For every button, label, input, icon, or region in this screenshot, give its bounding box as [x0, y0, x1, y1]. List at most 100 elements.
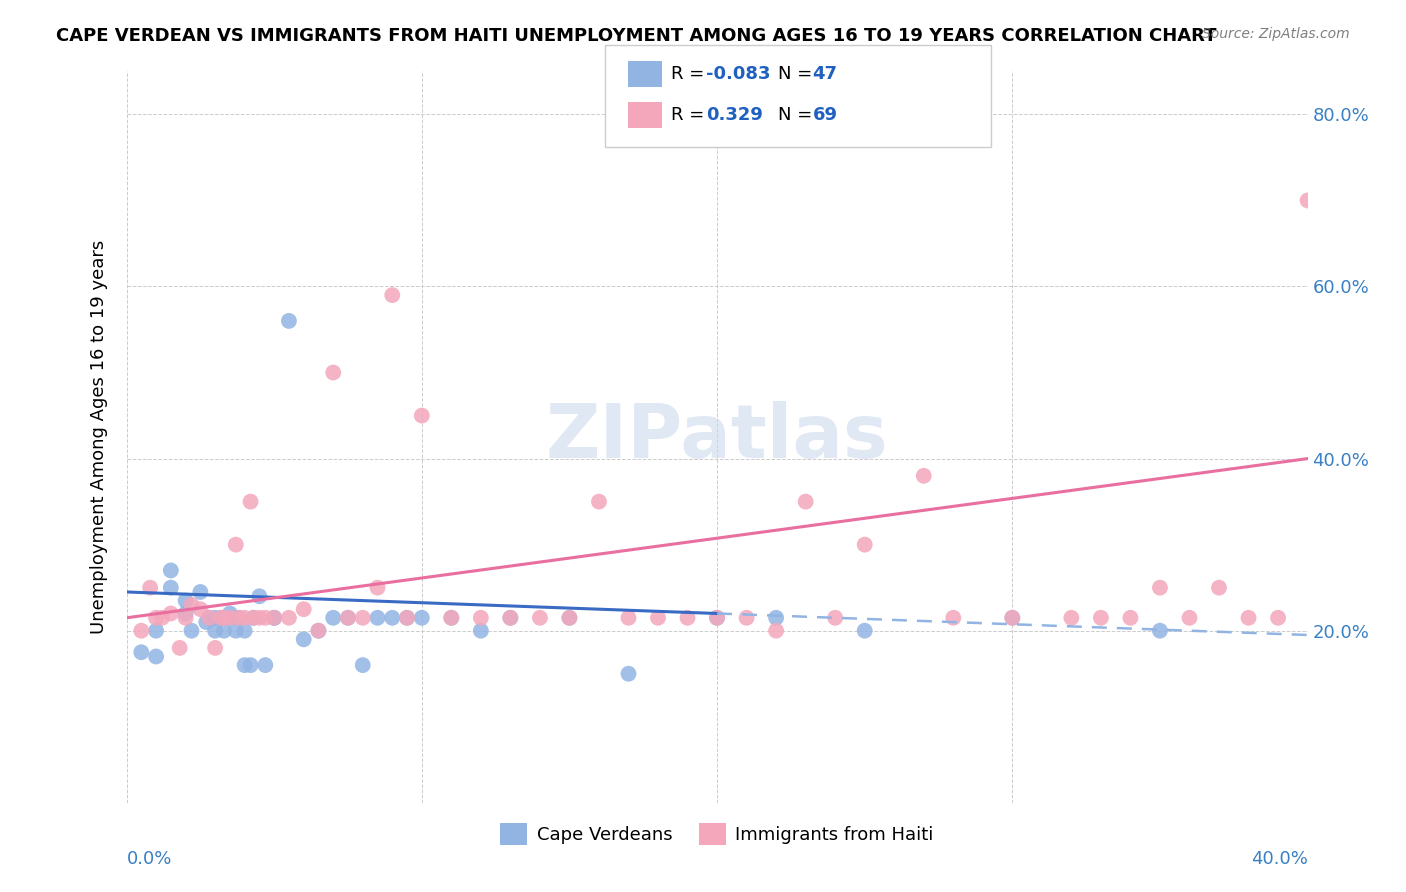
Point: [1119, 611, 1142, 625]
Point: [263, 611, 285, 625]
Point: [180, 624, 202, 638]
Point: [249, 589, 271, 603]
Point: [352, 611, 374, 625]
Point: [239, 494, 262, 508]
Point: [942, 611, 965, 625]
Point: [617, 666, 640, 681]
Point: [1001, 611, 1024, 625]
Point: [411, 409, 433, 423]
Point: [139, 581, 162, 595]
Point: [735, 611, 758, 625]
Point: [228, 611, 250, 625]
Point: [499, 611, 522, 625]
Point: [219, 611, 242, 625]
Point: [239, 658, 262, 673]
Point: [381, 288, 404, 302]
Text: N =: N =: [778, 65, 817, 83]
Point: [225, 624, 247, 638]
Text: 40.0%: 40.0%: [1251, 850, 1308, 868]
Point: [209, 611, 232, 625]
Point: [233, 658, 256, 673]
Point: [1267, 611, 1289, 625]
Point: [249, 611, 271, 625]
Point: [180, 598, 202, 612]
Point: [160, 564, 183, 578]
Point: [1355, 611, 1378, 625]
Point: [204, 611, 226, 625]
Point: [1178, 611, 1201, 625]
Point: [440, 611, 463, 625]
Point: [706, 611, 728, 625]
Point: [853, 538, 876, 552]
Point: [242, 611, 264, 625]
Point: [150, 611, 173, 625]
Point: [367, 611, 389, 625]
Point: [1001, 611, 1024, 625]
Text: R =: R =: [671, 106, 710, 124]
Point: [352, 658, 374, 673]
Point: [1296, 194, 1319, 208]
Point: [228, 611, 250, 625]
Point: [212, 624, 235, 638]
Point: [233, 624, 256, 638]
Point: [1208, 581, 1230, 595]
Point: [1060, 611, 1083, 625]
Point: [411, 611, 433, 625]
Point: [912, 468, 935, 483]
Point: [292, 632, 315, 647]
Point: [212, 611, 235, 625]
Point: [499, 611, 522, 625]
Point: [263, 611, 285, 625]
Point: [470, 624, 492, 638]
Point: [233, 611, 256, 625]
Point: [263, 611, 285, 625]
Point: [219, 611, 242, 625]
Point: [254, 658, 277, 673]
Point: [129, 624, 153, 638]
Point: [169, 640, 191, 655]
Point: [204, 640, 226, 655]
Point: [1237, 611, 1260, 625]
Point: [242, 611, 264, 625]
Point: [145, 624, 167, 638]
Y-axis label: Unemployment Among Ages 16 to 19 years: Unemployment Among Ages 16 to 19 years: [90, 240, 108, 634]
Point: [204, 624, 226, 638]
Point: [558, 611, 581, 625]
Point: [396, 611, 419, 625]
Point: [1149, 581, 1171, 595]
Point: [588, 494, 610, 508]
Point: [529, 611, 551, 625]
Point: [145, 611, 167, 625]
Text: -0.083: -0.083: [706, 65, 770, 83]
Text: ZIPatlas: ZIPatlas: [546, 401, 889, 474]
Point: [160, 607, 183, 621]
Point: [824, 611, 846, 625]
Point: [308, 624, 330, 638]
Point: [558, 611, 581, 625]
Point: [174, 607, 197, 621]
Text: 47: 47: [813, 65, 838, 83]
Point: [188, 585, 212, 599]
Point: [292, 602, 315, 616]
Point: [706, 611, 728, 625]
Point: [198, 611, 221, 625]
Point: [225, 538, 247, 552]
Point: [381, 611, 404, 625]
Point: [337, 611, 360, 625]
Legend: Cape Verdeans, Immigrants from Haiti: Cape Verdeans, Immigrants from Haiti: [494, 816, 941, 852]
Point: [219, 607, 242, 621]
Text: CAPE VERDEAN VS IMMIGRANTS FROM HAITI UNEMPLOYMENT AMONG AGES 16 TO 19 YEARS COR: CAPE VERDEAN VS IMMIGRANTS FROM HAITI UN…: [56, 27, 1216, 45]
Point: [174, 611, 197, 625]
Text: 0.0%: 0.0%: [127, 850, 172, 868]
Text: Source: ZipAtlas.com: Source: ZipAtlas.com: [1202, 27, 1350, 41]
Point: [188, 602, 212, 616]
Point: [765, 624, 787, 638]
Point: [647, 611, 669, 625]
Point: [1149, 624, 1171, 638]
Point: [129, 645, 153, 659]
Point: [1090, 611, 1112, 625]
Point: [322, 366, 344, 380]
Text: N =: N =: [778, 106, 817, 124]
Point: [676, 611, 699, 625]
Point: [174, 593, 197, 607]
